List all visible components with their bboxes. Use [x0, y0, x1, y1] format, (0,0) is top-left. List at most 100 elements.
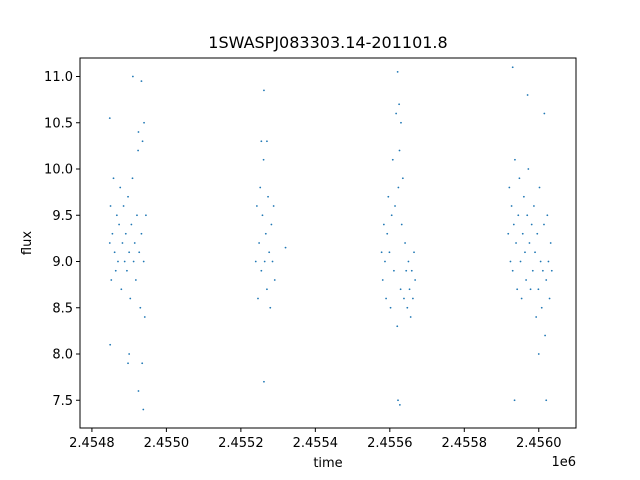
data-point [409, 316, 412, 318]
data-point [537, 353, 540, 355]
data-point [514, 158, 516, 161]
data-point [139, 306, 142, 309]
data-point [535, 316, 538, 318]
data-point [138, 251, 141, 254]
y-tick-label: 10.5 [44, 116, 73, 131]
data-point [528, 242, 531, 244]
data-point [530, 223, 533, 226]
data-point [142, 260, 145, 263]
data-point [271, 260, 274, 263]
y-tick-label: 7.5 [52, 394, 73, 409]
data-point [122, 205, 125, 207]
data-point [395, 112, 398, 115]
y-tick-label: 9.5 [52, 209, 73, 224]
data-point [511, 269, 514, 272]
data-point [126, 269, 128, 272]
x-tick-label: 2.4548 [69, 436, 115, 451]
data-point [509, 260, 512, 263]
data-point [516, 288, 519, 291]
data-point [549, 242, 552, 244]
data-point [127, 195, 129, 198]
data-point [382, 223, 385, 226]
data-point [396, 325, 399, 328]
data-point [540, 306, 543, 309]
data-point [117, 260, 119, 263]
data-point [513, 399, 516, 402]
data-point [398, 403, 401, 406]
data-point [406, 306, 409, 309]
data-point [545, 399, 548, 402]
data-point [400, 121, 402, 124]
data-point [118, 223, 120, 226]
data-point [260, 269, 263, 272]
data-point [548, 297, 551, 300]
data-point [384, 260, 386, 263]
data-point [262, 158, 265, 161]
data-point [268, 251, 271, 254]
data-point [541, 269, 544, 272]
data-point [410, 269, 413, 272]
data-point [388, 251, 391, 254]
data-point [517, 214, 520, 217]
data-point [544, 334, 546, 337]
data-point [538, 186, 541, 189]
data-point [397, 399, 399, 402]
data-point [400, 223, 403, 226]
data-point [130, 223, 133, 226]
data-point [547, 260, 550, 263]
data-point [405, 269, 408, 272]
data-point [533, 205, 535, 207]
data-point [128, 251, 131, 254]
y-tick-label: 8.0 [52, 348, 73, 363]
data-point [387, 195, 390, 198]
x-tick-label: 2.4556 [367, 436, 413, 451]
data-point [129, 297, 132, 300]
data-point [508, 186, 511, 189]
data-point [110, 279, 113, 281]
plot-frame [79, 57, 577, 429]
data-point [266, 288, 268, 291]
data-point [407, 260, 410, 263]
data-point [127, 362, 129, 365]
data-point [260, 140, 263, 143]
data-point [284, 246, 287, 249]
x-tick-label: 2.4550 [144, 436, 190, 451]
y-tick-label: 9.0 [52, 255, 73, 270]
data-point [261, 214, 264, 217]
y-tick-label: 11.0 [44, 70, 73, 85]
data-point [263, 380, 265, 383]
y-axis-ticks: 7.5 8.0 8.5 9.0 9.5 10.0 10.5 11.0 [44, 70, 80, 409]
data-point [145, 214, 147, 217]
data-point [394, 205, 396, 207]
data-point [380, 251, 383, 254]
x-tick-label: 2.4554 [293, 436, 339, 451]
data-point [522, 195, 525, 198]
data-point [408, 288, 411, 291]
data-point [521, 232, 524, 235]
data-point [263, 260, 266, 263]
data-point [545, 279, 548, 281]
data-point [111, 232, 114, 235]
data-point [113, 251, 116, 254]
data-point [267, 195, 269, 198]
data-point [543, 112, 546, 115]
data-point [273, 279, 276, 281]
data-point [140, 232, 143, 235]
data-point [109, 205, 112, 207]
data-point [543, 223, 545, 226]
data-point [529, 288, 532, 291]
data-point [269, 306, 272, 309]
data-point [536, 232, 539, 235]
data-point [137, 390, 140, 392]
data-point [396, 70, 399, 73]
data-point [140, 80, 143, 83]
data-point [512, 223, 515, 226]
data-point [137, 149, 139, 152]
data-point [539, 260, 542, 263]
data-point [109, 343, 112, 346]
data-point [390, 214, 393, 217]
data-point [134, 279, 137, 281]
data-point [270, 223, 273, 226]
x-tick-label: 2.4552 [218, 436, 264, 451]
